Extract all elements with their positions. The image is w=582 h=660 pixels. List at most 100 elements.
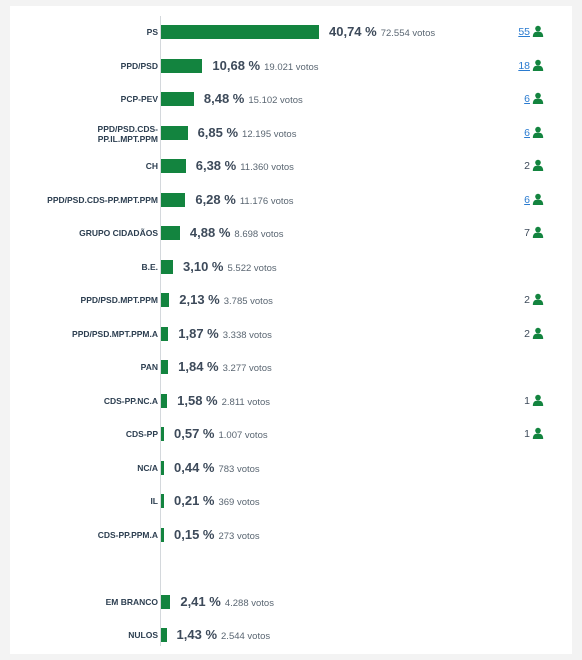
party-label: CDS-PP.NC.A: [103, 395, 158, 406]
vote-bar: [161, 628, 167, 642]
seats-link[interactable]: 18: [518, 59, 530, 72]
party-label: NC/A: [137, 462, 158, 473]
party-label: PCP-PEV: [120, 94, 158, 104]
percent-text: 0,57 %: [174, 426, 215, 441]
vote-bar: [161, 159, 186, 173]
vote-bar: [161, 594, 171, 609]
value-label: 0,57 % 1.007 votos: [174, 426, 268, 444]
party-label: CDS-PP: [125, 429, 158, 439]
vote-bar: [161, 58, 203, 73]
seats-count[interactable]: 6: [524, 192, 544, 208]
person-icon: [532, 293, 544, 305]
result-row: PPD/PSD.CDS-PP.MPT.PPM 6,28 % 11.176 votos…: [10, 191, 572, 221]
seats-count: 1: [524, 426, 544, 442]
seats-count: 2: [524, 158, 544, 174]
party-label: CH: [145, 161, 158, 171]
party-label: PS: [146, 27, 158, 37]
result-row: CDS-PP 0,57 % 1.007 votos 1: [10, 425, 572, 455]
result-row: GRUPO CIDADÃOS 4,88 % 8.698 votos 7: [10, 224, 572, 254]
person-icon: [532, 59, 544, 71]
percent-text: 0,44 %: [174, 459, 215, 475]
vote-bar: [161, 259, 174, 274]
person-icon: [532, 25, 544, 37]
axis-line: [160, 16, 161, 646]
vote-bar: [161, 427, 164, 441]
result-row: CDS-PP.NC.A 1,58 % 2.811 votos 1: [10, 392, 572, 422]
votes-text: 2.811 votos: [221, 396, 271, 408]
vote-bar: [161, 192, 186, 207]
result-row: PS 40,74 % 72.554 votos 55: [10, 23, 572, 53]
seats-link[interactable]: 6: [524, 126, 530, 139]
seats-number: 2: [524, 327, 530, 340]
result-row: PPD/PSD.MPT.PPM.A 1,87 % 3.338 votos 2: [10, 325, 572, 355]
value-label: 6,28 % 11.176 votos: [195, 192, 293, 210]
votes-text: 5.522 votos: [227, 262, 277, 274]
vote-bar: [161, 92, 194, 106]
value-label: 1,84 % 3.277 votos: [178, 359, 272, 377]
value-label: 2,13 % 3.785 votos: [179, 292, 273, 310]
seats-number: 1: [524, 428, 530, 440]
party-label: IL: [150, 496, 158, 506]
percent-text: 6,38 %: [195, 158, 237, 173]
seats-count: 2: [524, 326, 544, 342]
value-label: 1,58 % 2.811 votos: [177, 393, 270, 411]
vote-bar: [161, 393, 168, 408]
party-label: PPD/PSD.MPT.PPM: [80, 295, 158, 305]
party-label: PPD/PSD: [120, 60, 158, 71]
value-label: 0,21 % 369 votos: [174, 493, 260, 511]
result-row: B.E. 3,10 % 5.522 votos: [10, 258, 572, 288]
percent-text: 1,43 %: [176, 627, 218, 642]
value-label: 2,41 % 4.288 votos: [180, 594, 274, 612]
vote-bar: [161, 25, 319, 39]
results-chart: PS 40,74 % 72.554 votos 55 PPD/PSD 10,68 % 19.…: [10, 6, 572, 654]
seats-number: 2: [524, 294, 530, 306]
seats-number: 1: [524, 394, 530, 407]
person-icon: [532, 159, 544, 171]
person-icon: [532, 226, 544, 238]
seats-count[interactable]: 55: [518, 24, 544, 40]
seats-count[interactable]: 6: [524, 125, 544, 141]
votes-text: 2.544 votos: [221, 631, 271, 642]
votes-text: 11.176 votos: [239, 195, 294, 207]
value-label: 3,10 % 5.522 votos: [183, 259, 277, 277]
party-label: NULOS: [128, 630, 158, 640]
percent-text: 4,88 %: [189, 225, 231, 240]
result-row: CDS-PP.PPM.A 0,15 % 273 votos: [10, 526, 572, 556]
seats-count[interactable]: 18: [518, 58, 544, 74]
votes-text: 72.554 votos: [380, 28, 436, 39]
result-row: PAN 1,84 % 3.277 votos: [10, 358, 572, 388]
value-label: 1,43 % 2.544 votos: [177, 627, 271, 645]
votes-text: 783 votos: [218, 463, 260, 475]
party-label: B.E.: [141, 261, 158, 272]
party-label: PPD/PSD.CDS- PP.IL.MPT.PPM: [97, 123, 158, 144]
votes-text: 15.102 votos: [248, 95, 303, 106]
percent-text: 1,58 %: [177, 392, 218, 408]
value-label: 0,15 % 273 votos: [174, 527, 260, 545]
votes-text: 3.785 votos: [223, 296, 273, 307]
vote-bar: [161, 125, 188, 140]
votes-text: 4.288 votos: [224, 597, 274, 609]
person-icon: [532, 126, 544, 138]
seats-count[interactable]: 6: [524, 91, 544, 107]
percent-text: 6,85 %: [197, 124, 239, 140]
seats-link[interactable]: 55: [518, 26, 530, 38]
value-label: 6,85 % 12.195 votos: [198, 125, 297, 143]
votes-text: 19.021 votos: [264, 61, 319, 73]
votes-text: 3.277 votos: [222, 363, 272, 374]
percent-text: 2,13 %: [179, 292, 220, 307]
party-label: PPD/PSD.CDS-PP.MPT.PPM: [47, 194, 158, 205]
seats-number: 2: [524, 160, 530, 172]
votes-text: 12.195 votos: [242, 128, 297, 140]
result-row: PCP-PEV 8,48 % 15.102 votos 6: [10, 90, 572, 120]
vote-bar: [161, 494, 164, 508]
vote-bar: [161, 326, 169, 341]
vote-bar: [161, 460, 164, 475]
seats-number: 7: [524, 227, 530, 239]
seats-link[interactable]: 6: [524, 193, 530, 206]
value-label: 6,38 % 11.360 votos: [196, 158, 294, 176]
seats-link[interactable]: 6: [524, 93, 530, 105]
party-label: PPD/PSD.MPT.PPM.A: [72, 328, 158, 339]
vote-bar: [161, 360, 169, 374]
person-icon: [532, 394, 544, 406]
person-icon: [532, 92, 544, 104]
